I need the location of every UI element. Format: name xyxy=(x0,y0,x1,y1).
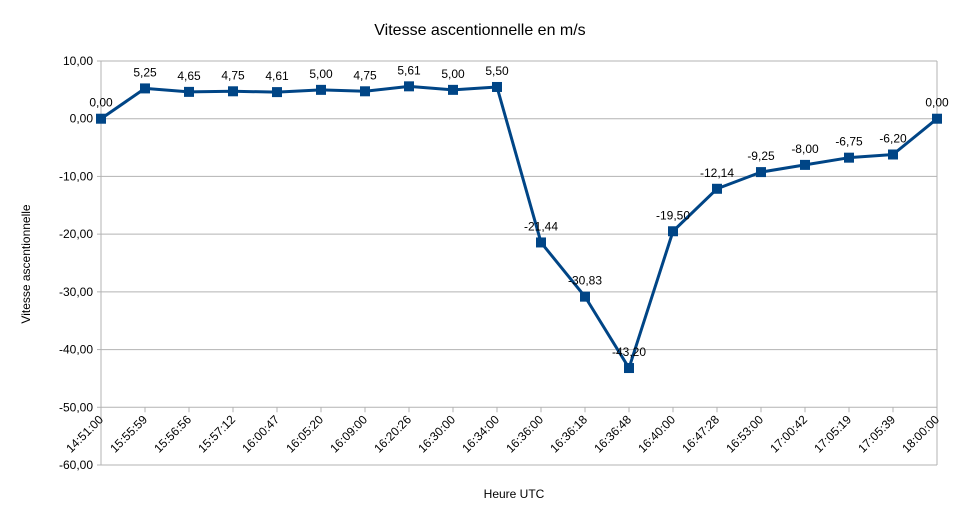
data-label: 5,50 xyxy=(485,64,509,78)
data-label: -19,50 xyxy=(656,208,690,222)
data-point xyxy=(536,237,546,248)
data-label: -21,44 xyxy=(524,219,558,233)
y-tick-label: -20,00 xyxy=(59,227,93,241)
x-tick-label: 15:55:59 xyxy=(107,412,150,455)
data-point xyxy=(932,113,942,124)
y-tick-label: -30,00 xyxy=(59,285,93,299)
data-label: 4,61 xyxy=(265,69,289,83)
data-point xyxy=(756,167,766,178)
x-tick-label: 16:40:00 xyxy=(635,412,678,455)
x-tick-label: 18:00:00 xyxy=(899,412,942,455)
data-label: -9,25 xyxy=(747,149,775,163)
data-label: 0,00 xyxy=(925,96,949,110)
data-label: 4,75 xyxy=(221,68,245,82)
data-point xyxy=(844,152,854,163)
x-tick-label: 16:09:00 xyxy=(327,412,370,455)
data-label: -8,00 xyxy=(791,142,819,156)
data-label: 5,00 xyxy=(441,67,465,81)
y-tick-label: -50,00 xyxy=(59,400,93,414)
data-label: -12,14 xyxy=(700,166,734,180)
data-label: -6,75 xyxy=(835,135,863,149)
x-tick-label: 16:20:26 xyxy=(371,412,414,455)
data-point xyxy=(316,84,326,95)
x-tick-label: 16:34:00 xyxy=(459,412,502,455)
y-tick-label: -60,00 xyxy=(59,458,93,472)
data-point xyxy=(668,226,678,237)
series-line xyxy=(100,84,938,370)
y-axis-title: Vitesse ascentionnelle xyxy=(19,204,33,324)
y-tick-labels: 10,00 0,00 -10,00 -20,00 -30,00 -40,00 -50,00 -… xyxy=(59,54,93,472)
data-labels: 0,00 5,25 4,65 4,75 4,61 5,00 4,75 5,61 5,00 5,50… xyxy=(89,63,949,359)
data-point xyxy=(580,291,590,302)
data-point xyxy=(492,81,502,92)
x-tick-label: 16:36:48 xyxy=(591,412,634,455)
x-tick-label: 15:56:56 xyxy=(151,412,194,455)
data-point xyxy=(272,87,282,98)
data-label: 5,25 xyxy=(133,65,157,79)
x-tick-label: 17:00:42 xyxy=(767,412,810,455)
x-tick-label: 15:57:12 xyxy=(195,412,238,455)
y-tick-label: -10,00 xyxy=(59,169,93,183)
x-tick-label: 17:05:39 xyxy=(855,412,898,455)
data-point xyxy=(404,81,414,92)
data-point xyxy=(228,86,238,97)
data-label: -6,20 xyxy=(879,131,907,145)
data-label: -30,83 xyxy=(568,274,602,288)
x-tick-label: 16:00:47 xyxy=(239,412,282,455)
data-point xyxy=(448,84,458,95)
data-point xyxy=(888,149,898,160)
x-tick-label: 16:53:00 xyxy=(723,412,766,455)
data-label: 5,61 xyxy=(397,63,421,77)
chart-title: Vitesse ascentionnelle en m/s xyxy=(374,22,585,39)
data-label: 0,00 xyxy=(89,96,113,110)
x-tick-label: 16:30:00 xyxy=(415,412,458,455)
x-tick-label: 14:51:00 xyxy=(63,412,106,455)
data-label: -43,20 xyxy=(612,345,646,359)
series xyxy=(96,81,942,374)
x-tick-label: 16:36:18 xyxy=(547,412,590,455)
x-tick-label: 16:47:28 xyxy=(679,412,722,455)
data-point xyxy=(800,159,810,170)
x-tick-label: 16:36:00 xyxy=(503,412,546,455)
axes xyxy=(97,60,938,466)
data-point xyxy=(712,183,722,194)
data-point xyxy=(360,86,370,97)
data-label: 4,65 xyxy=(177,69,201,83)
x-tick-label: 17:05:19 xyxy=(811,412,854,455)
data-label: 4,75 xyxy=(353,68,377,82)
data-label: 5,00 xyxy=(309,67,333,81)
x-tick-labels: 14:51:00 15:55:59 15:56:56 15:57:12 16:00:47… xyxy=(63,412,942,455)
x-tick-label: 16:05:20 xyxy=(283,412,326,455)
x-axis-title: Heure UTC xyxy=(484,487,545,501)
data-point xyxy=(96,113,106,124)
data-point xyxy=(624,363,634,374)
grid xyxy=(101,60,937,466)
data-point xyxy=(184,86,194,97)
y-tick-label: 0,00 xyxy=(70,112,94,126)
data-point xyxy=(140,83,150,94)
y-tick-label: -40,00 xyxy=(59,343,93,357)
y-tick-label: 10,00 xyxy=(63,54,93,68)
